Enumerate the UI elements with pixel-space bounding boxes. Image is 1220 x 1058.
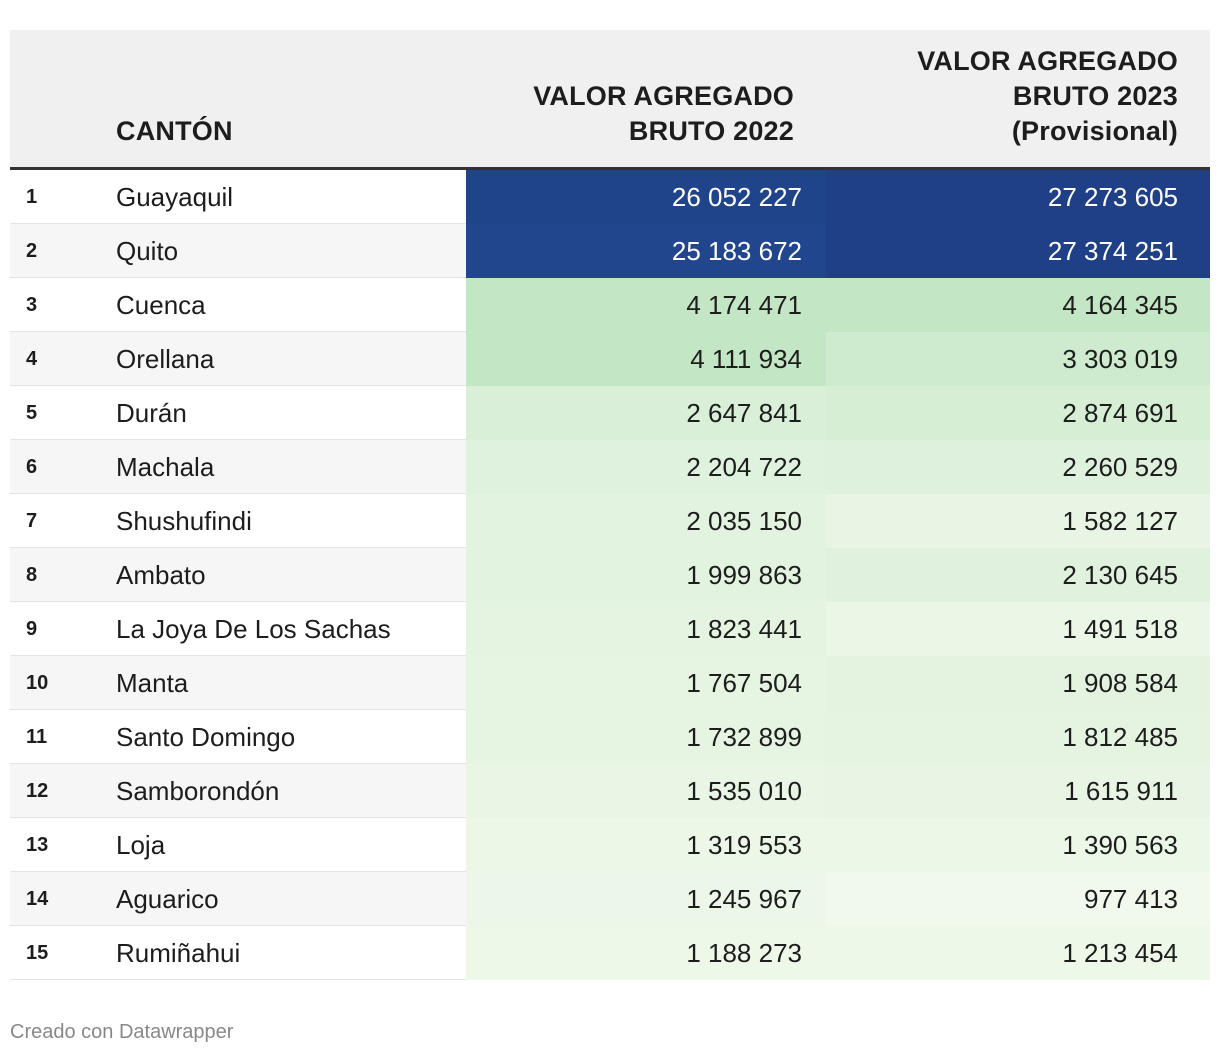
row-rank: 6	[26, 456, 38, 478]
header-vab-2022: VALOR AGREGADO BRUTO 2022	[533, 79, 794, 149]
cell-vab-2023: 1 213 454	[826, 926, 1210, 980]
row-canton: La Joya De Los Sachas	[116, 614, 391, 644]
table-body: 1 Guayaquil 26 052 227 27 273 605 2 Quito 25 1…	[10, 170, 1210, 980]
cell-vab-2023: 3 303 019	[826, 332, 1210, 386]
cell-vab-2022: 1 245 967	[466, 872, 826, 926]
header-vab-2023-line2: BRUTO 2023	[1012, 81, 1178, 111]
cell-vab-2023: 1 491 518	[826, 602, 1210, 656]
cell-vab-2023: 4 164 345	[826, 278, 1210, 332]
row-canton: Aguarico	[116, 884, 219, 914]
row-rank: 3	[26, 294, 38, 316]
cell-vab-2023: 2 130 645	[826, 548, 1210, 602]
cell-vab-2022: 4 111 934	[466, 332, 826, 386]
table-row: 10 Manta 1 767 504 1 908 584	[10, 656, 1210, 710]
cell-vab-2022: 1 767 504	[466, 656, 826, 710]
row-canton: Loja	[116, 830, 166, 860]
cell-vab-2023: 1 390 563	[826, 818, 1210, 872]
header-vab-2023-line3: (Provisional)	[1011, 116, 1178, 146]
cell-vab-2022: 26 052 227	[466, 170, 826, 224]
row-canton: Samborondón	[116, 776, 280, 806]
row-rank: 2	[26, 240, 38, 262]
row-rank: 13	[26, 834, 49, 856]
row-canton: Cuenca	[116, 290, 206, 320]
row-rank: 5	[26, 402, 38, 424]
cell-vab-2022: 1 732 899	[466, 710, 826, 764]
table-row: 15 Rumiñahui 1 188 273 1 213 454	[10, 926, 1210, 980]
table-header: CANTÓN VALOR AGREGADO BRUTO 2022 VALOR A…	[10, 30, 1210, 170]
cell-vab-2023: 2 260 529	[826, 440, 1210, 494]
data-table: CANTÓN VALOR AGREGADO BRUTO 2022 VALOR A…	[10, 30, 1210, 980]
row-canton: Machala	[116, 452, 215, 482]
cell-vab-2023: 977 413	[826, 872, 1210, 926]
cell-vab-2022: 4 174 471	[466, 278, 826, 332]
cell-vab-2022: 2 035 150	[466, 494, 826, 548]
row-rank: 11	[26, 726, 48, 748]
cell-vab-2023: 1 812 485	[826, 710, 1210, 764]
header-canton: CANTÓN	[116, 116, 233, 146]
row-canton: Manta	[116, 668, 189, 698]
cell-vab-2022: 1 535 010	[466, 764, 826, 818]
row-rank: 9	[26, 618, 38, 640]
table-row: 2 Quito 25 183 672 27 374 251	[10, 224, 1210, 278]
table-row: 8 Ambato 1 999 863 2 130 645	[10, 548, 1210, 602]
cell-vab-2023: 2 874 691	[826, 386, 1210, 440]
row-rank: 10	[26, 672, 49, 694]
row-rank: 8	[26, 564, 38, 586]
table-row: 14 Aguarico 1 245 967 977 413	[10, 872, 1210, 926]
row-canton: Durán	[116, 398, 187, 428]
table-row: 1 Guayaquil 26 052 227 27 273 605	[10, 170, 1210, 224]
cell-vab-2022: 1 188 273	[466, 926, 826, 980]
cell-vab-2022: 2 204 722	[466, 440, 826, 494]
table-row: 9 La Joya De Los Sachas 1 823 441 1 491 518	[10, 602, 1210, 656]
table-row: 12 Samborondón 1 535 010 1 615 911	[10, 764, 1210, 818]
cell-vab-2023: 1 615 911	[826, 764, 1210, 818]
table-row: 3 Cuenca 4 174 471 4 164 345	[10, 278, 1210, 332]
table-row: 11 Santo Domingo 1 732 899 1 812 485	[10, 710, 1210, 764]
header-vab-2023: VALOR AGREGADO BRUTO 2023 (Provisional)	[917, 44, 1178, 149]
cell-vab-2022: 25 183 672	[466, 224, 826, 278]
row-rank: 7	[26, 510, 38, 532]
row-canton: Rumiñahui	[116, 938, 241, 968]
table-row: 7 Shushufindi 2 035 150 1 582 127	[10, 494, 1210, 548]
cell-vab-2022: 1 999 863	[466, 548, 826, 602]
row-canton: Guayaquil	[116, 182, 234, 212]
header-vab-2022-line2: BRUTO 2022	[628, 116, 794, 146]
table-row: 5 Durán 2 647 841 2 874 691	[10, 386, 1210, 440]
row-rank: 14	[26, 888, 49, 910]
table-row: 6 Machala 2 204 722 2 260 529	[10, 440, 1210, 494]
cell-vab-2023: 1 582 127	[826, 494, 1210, 548]
cell-vab-2022: 1 319 553	[466, 818, 826, 872]
row-canton: Ambato	[116, 560, 206, 590]
header-vab-2022-line1: VALOR AGREGADO	[533, 81, 794, 111]
row-rank: 12	[26, 780, 49, 802]
cell-vab-2023: 27 273 605	[826, 170, 1210, 224]
table-row: 4 Orellana 4 111 934 3 303 019	[10, 332, 1210, 386]
row-canton: Santo Domingo	[116, 722, 296, 752]
row-rank: 4	[26, 348, 38, 370]
header-vab-2023-line1: VALOR AGREGADO	[917, 46, 1178, 76]
footer-credit: Creado con Datawrapper	[10, 1021, 234, 1043]
row-rank: 1	[26, 186, 38, 208]
row-rank: 15	[26, 942, 49, 964]
cell-vab-2022: 2 647 841	[466, 386, 826, 440]
cell-vab-2023: 1 908 584	[826, 656, 1210, 710]
row-canton: Orellana	[116, 344, 215, 374]
table-row: 13 Loja 1 319 553 1 390 563	[10, 818, 1210, 872]
row-canton: Shushufindi	[116, 506, 252, 536]
cell-vab-2023: 27 374 251	[826, 224, 1210, 278]
cell-vab-2022: 1 823 441	[466, 602, 826, 656]
row-canton: Quito	[116, 236, 179, 266]
